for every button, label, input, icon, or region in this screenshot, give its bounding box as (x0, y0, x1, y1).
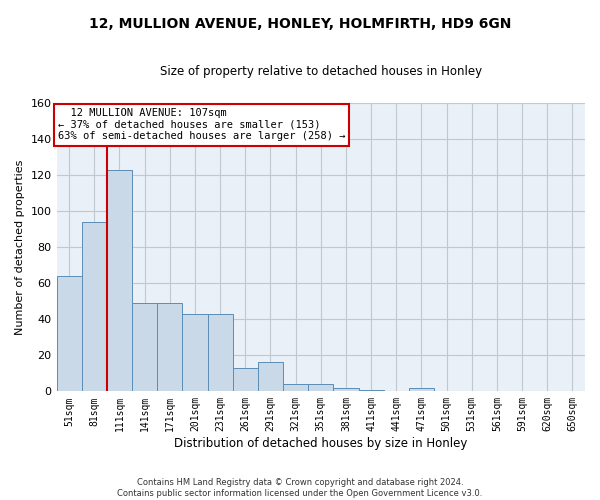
Bar (359, 390, 383, 392)
Text: 12 MULLION AVENUE: 107sqm
← 37% of detached houses are smaller (153)
63% of semi: 12 MULLION AVENUE: 107sqm ← 37% of detac… (58, 108, 345, 142)
Y-axis label: Number of detached properties: Number of detached properties (15, 160, 25, 334)
Bar (409, 388, 434, 392)
Bar (107, 170, 132, 392)
Bar (132, 303, 157, 392)
Bar (308, 384, 334, 392)
Bar (182, 314, 208, 392)
Bar (56, 276, 82, 392)
Bar (208, 314, 233, 392)
Bar (334, 388, 359, 392)
Bar (82, 222, 107, 392)
Bar (258, 362, 283, 392)
X-axis label: Distribution of detached houses by size in Honley: Distribution of detached houses by size … (174, 437, 467, 450)
Bar (157, 303, 182, 392)
Text: Contains HM Land Registry data © Crown copyright and database right 2024.
Contai: Contains HM Land Registry data © Crown c… (118, 478, 482, 498)
Title: Size of property relative to detached houses in Honley: Size of property relative to detached ho… (160, 65, 482, 78)
Bar (233, 368, 258, 392)
Text: 12, MULLION AVENUE, HONLEY, HOLMFIRTH, HD9 6GN: 12, MULLION AVENUE, HONLEY, HOLMFIRTH, H… (89, 18, 511, 32)
Bar (283, 384, 308, 392)
